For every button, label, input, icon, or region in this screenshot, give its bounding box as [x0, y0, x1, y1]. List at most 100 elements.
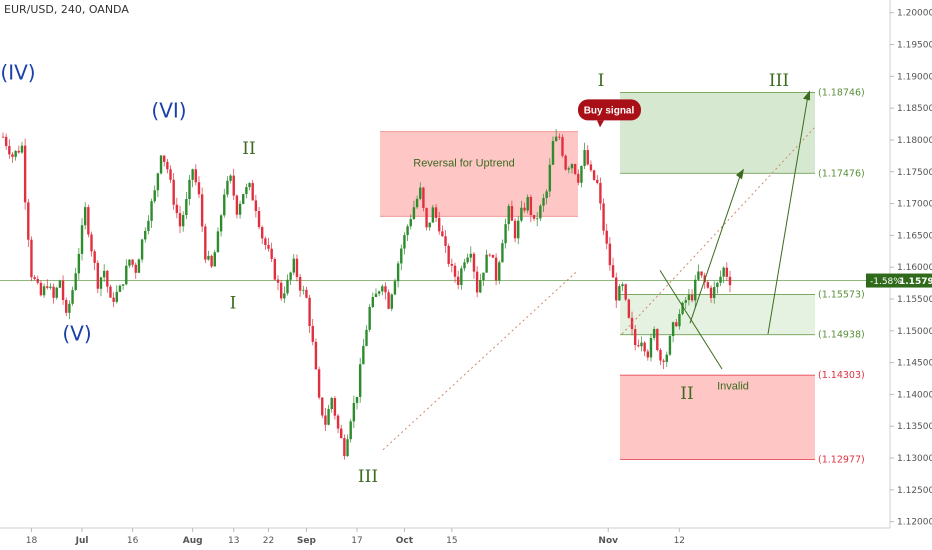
current-price-badge — [866, 273, 932, 288]
price-change-label: -1.58% — [870, 277, 902, 287]
candle-body — [99, 277, 103, 289]
candle-body — [592, 170, 596, 180]
x-tick-label: Jul — [75, 536, 89, 546]
candle-body — [169, 169, 172, 180]
candle-body — [621, 284, 624, 287]
projection-arrow-2-head — [803, 90, 810, 101]
candle-body — [599, 182, 602, 204]
candle-body — [235, 195, 239, 215]
candle-body — [403, 234, 406, 249]
candle-body — [343, 438, 346, 457]
candle-body — [649, 337, 653, 358]
candle-body — [166, 161, 169, 170]
candle-body — [596, 179, 599, 183]
candle-body — [314, 341, 318, 370]
candle-body — [681, 302, 684, 314]
candle-body — [194, 169, 198, 183]
candle-body — [77, 253, 81, 274]
wave-label-blue: (VI) — [151, 99, 186, 123]
candle-body — [112, 297, 115, 302]
candle-body — [554, 136, 558, 141]
candle-body — [466, 257, 469, 263]
candle-body — [273, 258, 277, 280]
candle-body — [419, 187, 422, 199]
candle-body — [153, 190, 156, 202]
candle-body — [4, 136, 8, 147]
candle-body — [289, 272, 292, 280]
candle-body — [276, 279, 280, 283]
candle-body — [488, 254, 491, 256]
level-label: (1.14938) — [818, 330, 865, 341]
candle-body — [144, 230, 147, 240]
entry-zone — [620, 294, 815, 335]
candle-body — [526, 196, 529, 211]
candle-body — [447, 245, 450, 264]
reversal-zone — [380, 131, 578, 217]
y-tick-label: 1.12000 — [897, 518, 932, 528]
candle-body — [665, 354, 668, 362]
candle-body — [659, 350, 662, 361]
candle-body — [185, 199, 188, 216]
candle-body — [406, 226, 409, 235]
candle-body — [479, 280, 482, 293]
x-tick-label: 15 — [446, 536, 457, 546]
y-tick-label: 1.12500 — [897, 486, 932, 496]
candle-body — [23, 145, 27, 203]
candle-body — [722, 267, 725, 277]
candle-body — [279, 282, 283, 299]
candle-body — [441, 231, 444, 237]
candle-body — [675, 322, 678, 327]
y-tick-label: 1.18500 — [897, 104, 932, 114]
current-price-label: 1.15790 — [899, 277, 932, 287]
candle-body — [668, 336, 672, 355]
candle-body — [175, 204, 179, 214]
candle-body — [498, 262, 501, 281]
candle-body — [11, 154, 14, 157]
candle-body — [65, 299, 68, 313]
y-tick-label: 1.17500 — [897, 168, 932, 178]
candle-body — [520, 207, 523, 221]
candle-body — [36, 278, 39, 283]
candle-body — [551, 140, 555, 165]
candle-body — [286, 279, 289, 294]
candle-body — [191, 169, 194, 180]
buy-signal-bubble — [578, 99, 641, 121]
candle-body — [251, 183, 254, 201]
candle-body — [428, 222, 431, 228]
candle-body — [163, 155, 166, 162]
candle-body — [336, 415, 340, 429]
candle-body — [412, 207, 416, 220]
candle-body — [330, 398, 333, 410]
candle-body — [8, 146, 11, 155]
candle-body — [254, 200, 258, 212]
candle-body — [384, 286, 387, 293]
candle-body — [558, 136, 561, 138]
projection-arrow-2 — [767, 95, 809, 335]
candle-body — [317, 369, 321, 398]
x-tick-label: 17 — [351, 536, 362, 546]
y-tick-label: 1.14000 — [897, 390, 932, 400]
x-tick-label: Nov — [598, 536, 618, 546]
wave-label-green: I — [230, 294, 237, 314]
x-tick-label: Aug — [183, 536, 203, 546]
candle-body — [131, 259, 134, 265]
candle-body — [381, 286, 384, 292]
candle-body — [583, 150, 586, 166]
candle-body — [327, 409, 330, 425]
candle-body — [93, 251, 96, 263]
candle-body — [134, 264, 137, 273]
wave-label-green: III — [358, 467, 378, 487]
candle-body — [188, 179, 191, 200]
candle-body — [687, 295, 691, 301]
candle-body — [504, 224, 507, 244]
candle-body — [1, 136, 5, 138]
candle-body — [633, 329, 637, 346]
level-label: (1.14303) — [818, 370, 865, 381]
y-tick-label: 1.16000 — [897, 263, 932, 273]
projection-arrow-1-head — [736, 168, 744, 180]
candle-body — [472, 253, 476, 272]
candle-body — [548, 164, 552, 192]
candle-body — [586, 150, 589, 165]
